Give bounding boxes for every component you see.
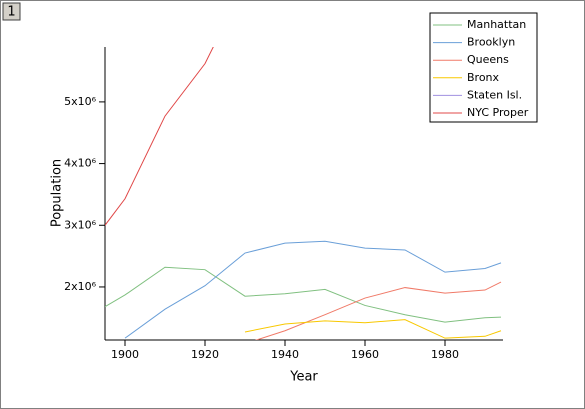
layer-tab[interactable] [2,2,21,21]
legend-label: Staten Isl. [467,88,522,101]
y-tick-label: 3x10⁶ [64,218,97,231]
legend-label: NYC Proper [467,106,529,119]
series-line [105,266,502,323]
series-line [254,281,502,340]
x-tick-label: 1920 [191,348,219,361]
legend [429,12,538,123]
series-line [124,240,502,339]
x-axis-label: Year [289,370,318,385]
series-line [244,319,502,339]
legend-label: Queens [467,53,509,66]
y-axis-label: Population [50,159,65,227]
legend-label: Manhattan [467,18,526,31]
layer-tab-label[interactable]: 1 [7,5,15,20]
y-tick-label: 2x10⁶ [64,280,97,293]
x-tick-label: 1980 [431,348,459,361]
plot-area [105,47,502,340]
x-tick-label: 1960 [351,348,379,361]
legend-label: Bronx [467,71,500,84]
y-tick-label: 4x10⁶ [64,157,97,170]
x-tick-label: 1940 [271,348,299,361]
y-tick-label: 5x10⁶ [64,95,97,108]
x-tick-label: 1900 [111,348,139,361]
legend-label: Brooklyn [467,36,515,49]
series-line [105,47,214,226]
